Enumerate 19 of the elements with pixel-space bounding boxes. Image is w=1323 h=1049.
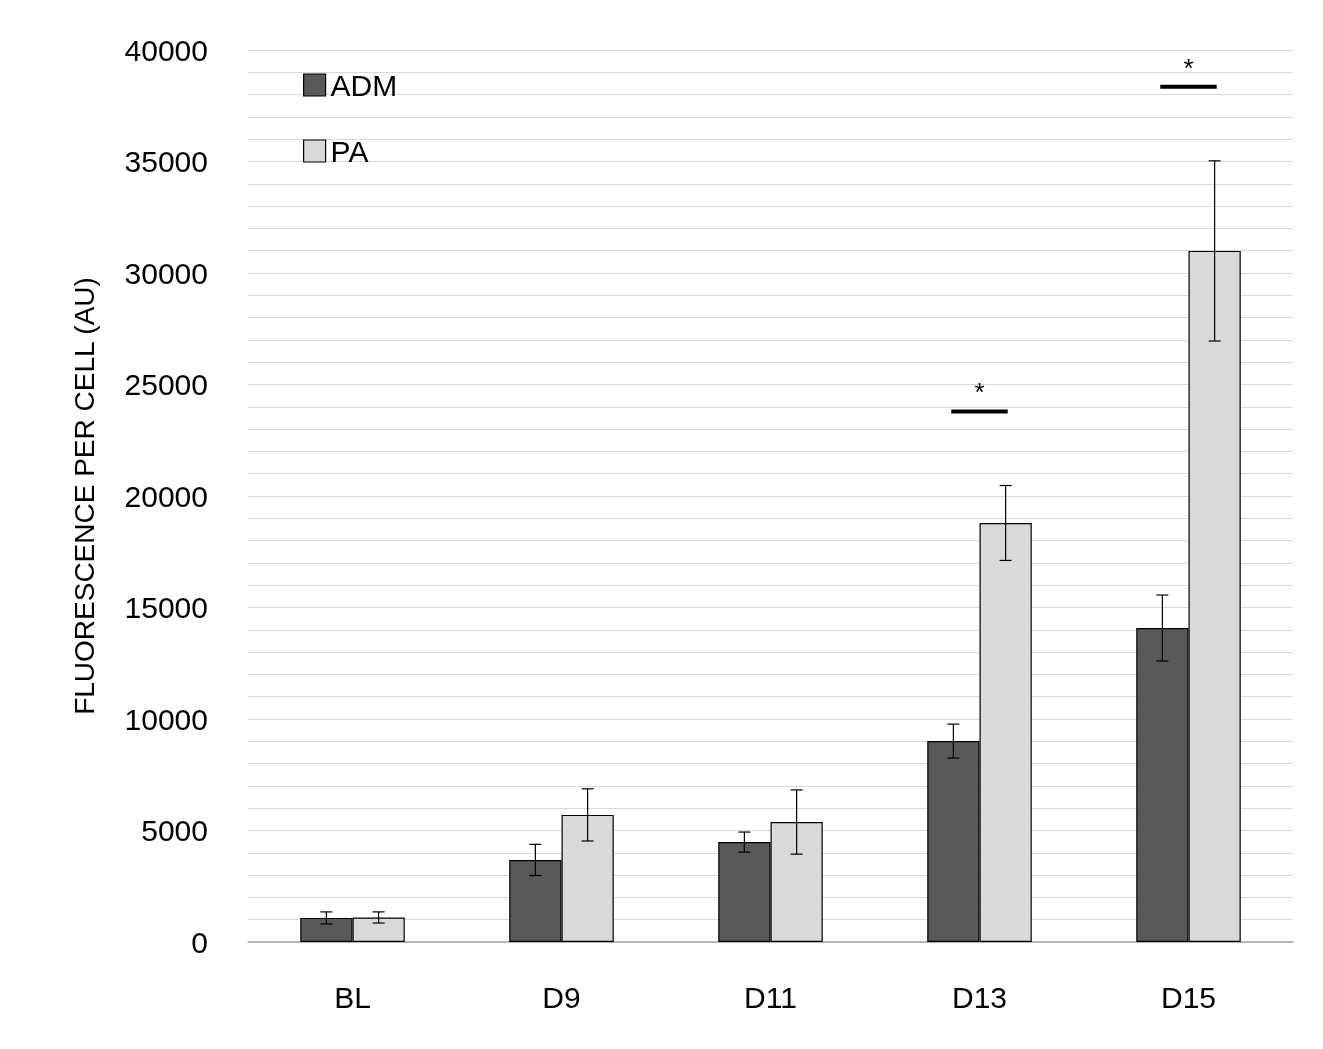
legend-label: PA [330,134,369,168]
y-tick-label: 35000 [124,145,208,178]
annotation: * [1183,52,1194,83]
y-tick-label: 30000 [124,256,208,290]
x-tick-label: D15 [1160,980,1217,1014]
y-tick-label: 15000 [124,591,208,624]
y-tick-label: 40000 [124,33,208,67]
legend-label: ADM [330,68,398,102]
x-tick-label: BL [334,980,371,1014]
y-tick-label: 20000 [124,479,208,513]
x-tick-label: D11 [744,980,797,1014]
y-tick-label: 0 [191,925,208,959]
y-tick-label: 10000 [124,702,208,736]
y-axis-title: FLUORESCENCE PER CELL (AU) [68,277,100,715]
x-tick-label: D13 [951,980,1008,1014]
x-tick-label: D9 [542,980,581,1014]
y-tick-label: 25000 [124,368,208,401]
y-tick-label: 5000 [141,814,208,847]
annotation: * [974,377,985,408]
